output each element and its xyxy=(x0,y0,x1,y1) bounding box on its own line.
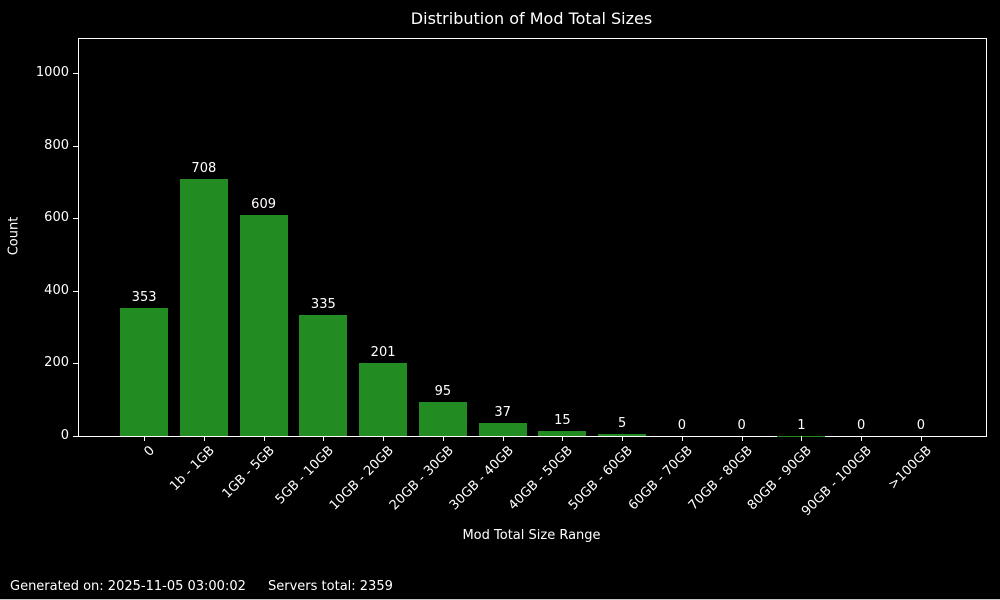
x-axis-label: Mod Total Size Range xyxy=(462,528,601,543)
generated-timestamp: Generated on: 2025-11-05 03:00:02 xyxy=(10,579,246,594)
x-tick-label: 1b - 1GB xyxy=(167,443,218,495)
bar xyxy=(538,430,587,436)
bar xyxy=(478,422,527,436)
bar-value-label: 708 xyxy=(191,161,217,177)
x-tick xyxy=(801,436,803,441)
bar-value-label: 15 xyxy=(554,412,571,428)
footer: Generated on: 2025-11-05 03:00:02 Server… xyxy=(10,579,393,595)
x-tick xyxy=(861,436,863,441)
y-tick xyxy=(73,363,78,365)
bar-value-label: 0 xyxy=(737,418,746,433)
bar xyxy=(179,179,228,436)
x-tick-label: 0 xyxy=(141,443,158,460)
bar-value-label: 353 xyxy=(131,290,157,306)
y-tick-label: 1000 xyxy=(35,65,69,81)
bar-value-label: 0 xyxy=(916,418,925,433)
y-tick xyxy=(73,436,78,437)
y-tick-label: 400 xyxy=(44,282,69,298)
x-tick xyxy=(562,436,564,441)
y-tick-label: 600 xyxy=(44,210,69,226)
y-tick-label: 0 xyxy=(60,428,69,443)
x-tick-label: 1GB - 5GB xyxy=(219,443,278,502)
y-tick xyxy=(73,218,78,220)
bar-value-label: 0 xyxy=(856,418,866,433)
x-tick xyxy=(741,436,743,441)
y-tick xyxy=(73,145,78,147)
bar-value-label: 5 xyxy=(617,416,627,432)
y-tick xyxy=(73,290,78,292)
bar-value-label: 1 xyxy=(797,417,806,433)
bar xyxy=(239,215,288,436)
x-tick xyxy=(144,436,146,441)
x-tick xyxy=(502,436,504,441)
bar-value-label: 37 xyxy=(494,404,511,420)
bar-value-label: 335 xyxy=(310,296,336,312)
bar xyxy=(359,363,408,436)
servers-total: Servers total: 2359 xyxy=(268,579,393,594)
plot-area: 353 0 708 1b - 1GB 609 1GB - 5GB 335 5GB - 10GB… xyxy=(36,38,987,519)
x-tick xyxy=(263,436,265,441)
y-tick-label: 800 xyxy=(44,137,69,153)
bar xyxy=(598,434,647,436)
y-tick-label: 200 xyxy=(44,355,69,371)
x-tick xyxy=(323,436,325,441)
x-tick-label: >100GB xyxy=(885,443,935,493)
chart-title: Distribution of Mod Total Sizes xyxy=(410,9,653,28)
bar xyxy=(299,314,348,436)
x-tick xyxy=(442,436,444,441)
x-tick xyxy=(203,436,205,441)
x-tick xyxy=(383,436,385,441)
bar xyxy=(120,308,169,436)
x-tick xyxy=(622,436,624,441)
bar-value-label: 201 xyxy=(370,345,396,361)
y-axis-label: Count xyxy=(6,216,22,256)
bar-value-label: 609 xyxy=(251,197,276,213)
bar-value-label: 95 xyxy=(434,383,452,399)
y-tick xyxy=(73,73,78,75)
bar-value-label: 0 xyxy=(677,418,686,433)
x-tick xyxy=(920,436,922,441)
x-tick-label: 5GB - 10GB xyxy=(273,443,338,508)
x-tick xyxy=(681,436,683,441)
bar xyxy=(418,401,467,436)
